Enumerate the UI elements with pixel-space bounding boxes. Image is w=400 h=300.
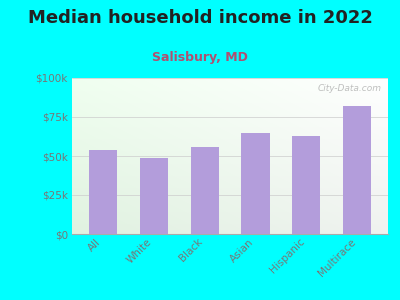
Text: Salisbury, MD: Salisbury, MD <box>152 51 248 64</box>
Bar <box>140 158 168 234</box>
Bar <box>292 136 320 234</box>
Bar <box>242 133 270 234</box>
Bar <box>190 147 218 234</box>
Bar <box>344 106 372 234</box>
Text: City-Data.com: City-Data.com <box>318 84 382 93</box>
Text: Median household income in 2022: Median household income in 2022 <box>28 9 372 27</box>
Bar <box>88 150 116 234</box>
